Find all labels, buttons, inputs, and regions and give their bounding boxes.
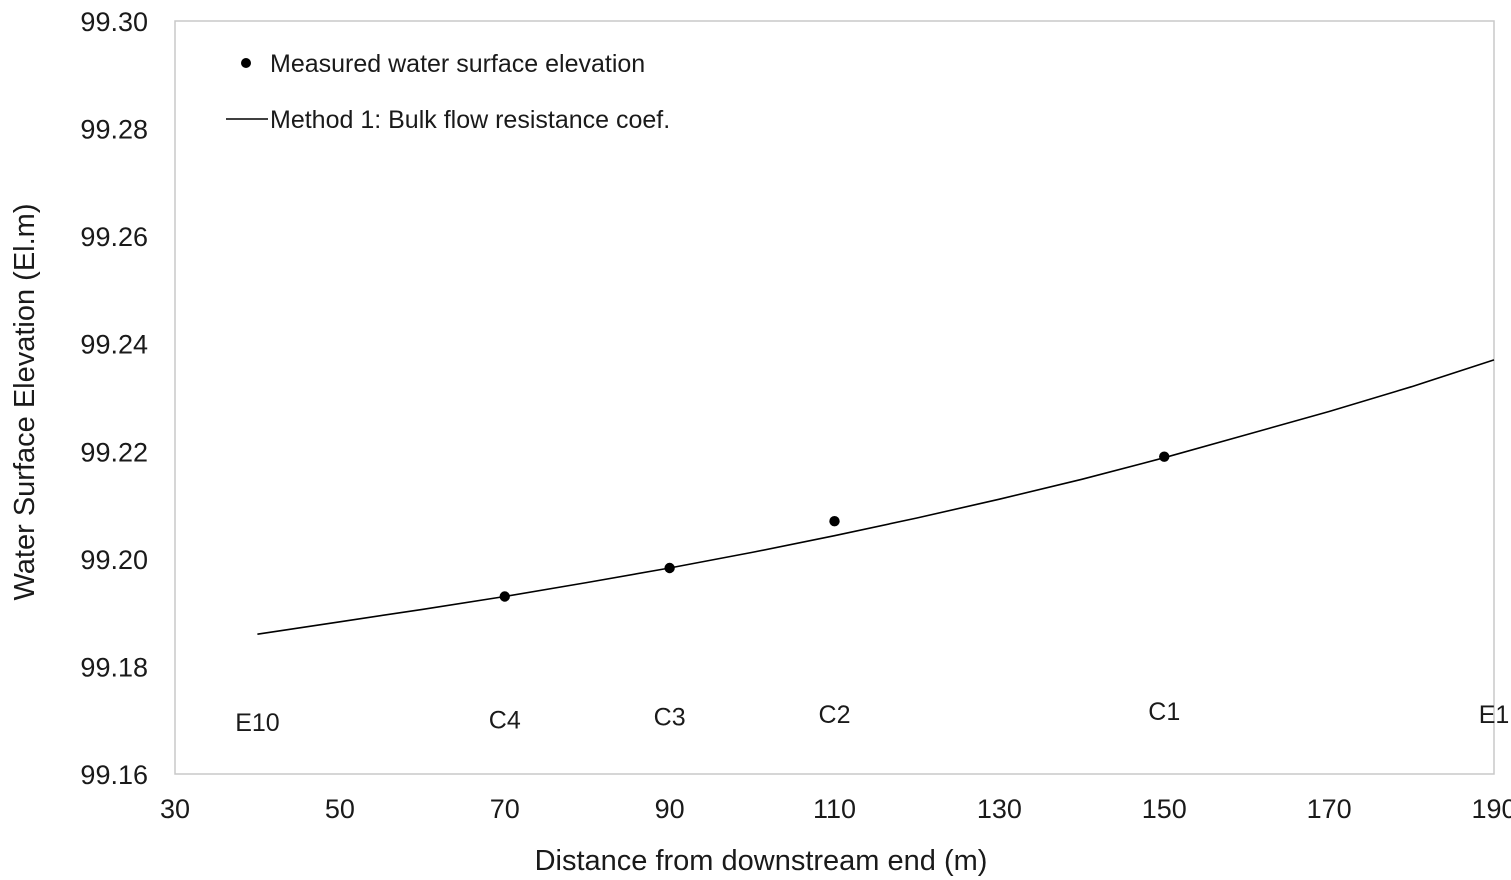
station-label: C1 (1148, 698, 1180, 726)
station-labels: E10 C4 C3 C2 C1 E1 (235, 698, 1509, 737)
legend-label-method-1: Method 1: Bulk flow resistance coef. (270, 106, 670, 134)
method-1-series (257, 359, 1495, 635)
x-tick-label: 130 (977, 794, 1022, 824)
x-tick-label: 70 (490, 794, 520, 824)
y-tick-label: 99.24 (80, 330, 148, 360)
measured-series (499, 451, 1170, 602)
measured-point (829, 516, 840, 527)
y-tick-label: 99.30 (80, 7, 148, 37)
x-tick-label: 150 (1142, 794, 1187, 824)
y-tick-label: 99.28 (80, 115, 148, 145)
x-axis-tick-labels: 30 50 70 90 110 130 150 170 190 (160, 794, 1511, 824)
y-tick-label: 99.16 (80, 760, 148, 790)
x-tick-label: 50 (325, 794, 355, 824)
station-label: C2 (819, 701, 851, 729)
x-tick-label: 90 (655, 794, 685, 824)
x-tick-label: 170 (1307, 794, 1352, 824)
y-axis-title: Water Surface Elevation (El.m) (9, 204, 41, 601)
legend-label-measured: Measured water surface elevation (270, 50, 645, 78)
plot-area-frame (174, 20, 1495, 775)
measured-point (1159, 451, 1170, 462)
y-axis-tick-labels: 99.16 99.18 99.20 99.22 99.24 99.26 99.28 99.30 (80, 7, 148, 790)
station-label: E10 (235, 709, 279, 737)
y-tick-label: 99.22 (80, 437, 148, 467)
station-label: E1 (1479, 701, 1510, 729)
x-tick-label: 110 (813, 794, 856, 824)
y-tick-label: 99.18 (80, 652, 148, 682)
x-axis-title: Distance from downstream end (m) (535, 845, 988, 877)
y-tick-label: 99.20 (80, 545, 148, 575)
method-1-line (257, 359, 1495, 635)
station-label: C3 (654, 704, 686, 732)
x-tick-label: 190 (1471, 794, 1511, 824)
y-tick-label: 99.26 (80, 222, 148, 252)
legend-marker-measured (241, 58, 251, 68)
measured-point (664, 562, 675, 574)
x-tick-label: 30 (160, 794, 190, 824)
measured-point (499, 591, 510, 602)
station-label: C4 (489, 706, 521, 734)
legend: Measured water surface elevation Method … (226, 50, 670, 134)
